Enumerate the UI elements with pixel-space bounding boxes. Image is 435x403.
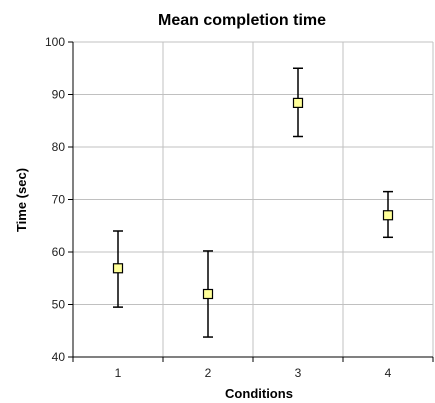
data-marks (112, 67, 394, 338)
x-tick-label: 4 (385, 366, 392, 380)
x-tick-label: 1 (115, 366, 122, 380)
y-tick-label: 50 (52, 298, 66, 312)
y-tick-label: 70 (52, 193, 66, 207)
x-axis-title: Conditions (225, 386, 293, 401)
data-point-marker (202, 288, 214, 300)
data-point-marker (292, 97, 304, 109)
y-tick-label: 100 (45, 35, 65, 49)
chart-title: Mean completion time (158, 12, 326, 29)
data-point-marker (112, 263, 124, 274)
y-tick-label: 40 (52, 350, 66, 364)
axes (68, 41, 434, 362)
grid-lines (73, 41, 434, 357)
y-tick-label: 80 (52, 140, 66, 154)
x-tick-label: 2 (205, 366, 212, 380)
data-point-marker (382, 210, 394, 221)
y-axis-title: Time (sec) (14, 168, 29, 232)
x-tick-label: 3 (295, 366, 302, 380)
y-tick-label: 60 (52, 245, 66, 259)
tick-labels: 40 50 60 70 80 90 100 1 2 3 4 (45, 35, 392, 380)
y-tick-label: 90 (52, 88, 66, 102)
